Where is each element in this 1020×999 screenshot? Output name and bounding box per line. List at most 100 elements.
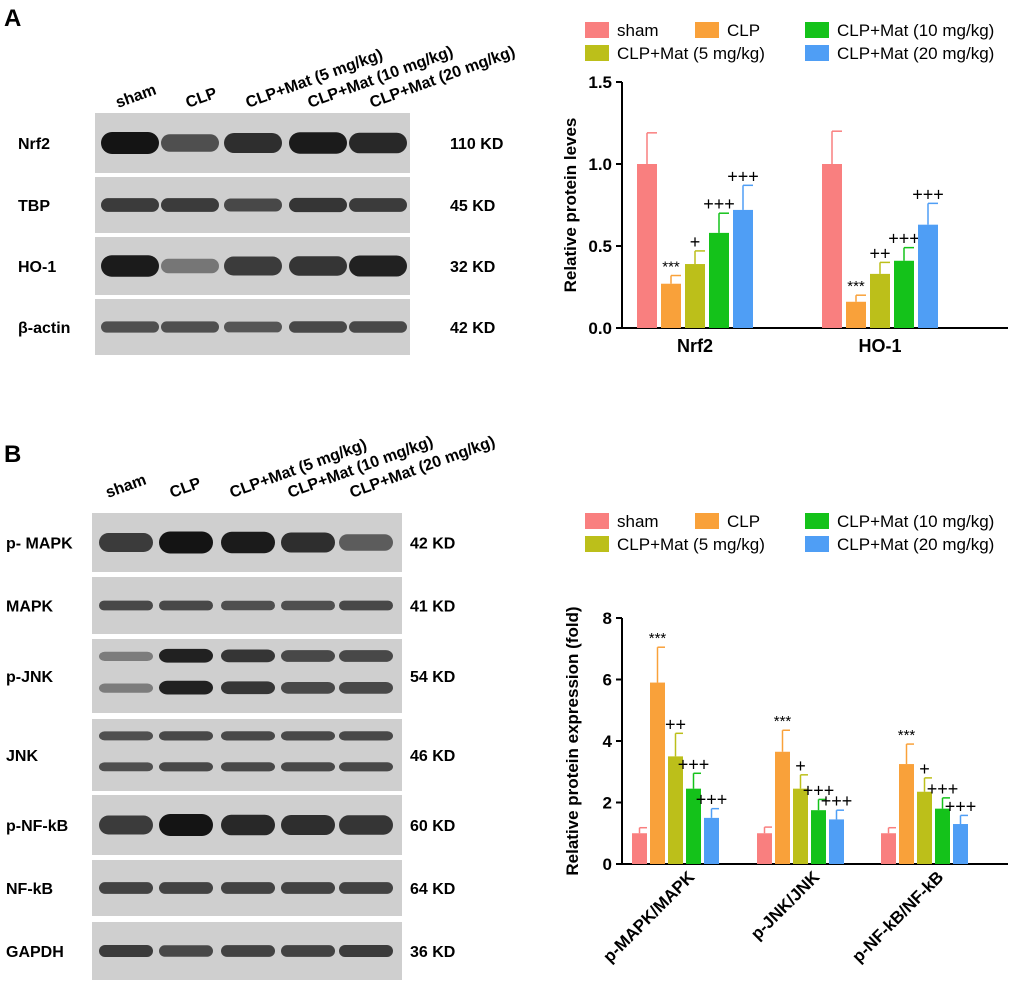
lane-label: sham bbox=[104, 471, 149, 501]
legend-swatch bbox=[695, 513, 719, 529]
significance-label: + bbox=[690, 232, 701, 252]
significance-label: +++ bbox=[945, 796, 977, 816]
protein-band bbox=[221, 531, 275, 554]
molecular-weight: 45 KD bbox=[450, 198, 495, 215]
y-tick-label: 0.0 bbox=[588, 319, 612, 338]
protein-band bbox=[224, 256, 282, 276]
legend-swatch bbox=[585, 536, 609, 552]
molecular-weight: 32 KD bbox=[450, 259, 495, 276]
bar bbox=[637, 164, 657, 328]
protein-band bbox=[289, 132, 347, 154]
protein-name: GAPDH bbox=[6, 944, 64, 961]
protein-name: TBP bbox=[18, 198, 50, 215]
protein-band bbox=[99, 532, 153, 553]
protein-name: p- MAPK bbox=[6, 536, 73, 553]
molecular-weight: 54 KD bbox=[410, 669, 455, 686]
protein-band bbox=[221, 600, 275, 611]
protein-band bbox=[161, 198, 219, 212]
protein-band bbox=[101, 321, 159, 333]
y-tick-label: 4 bbox=[603, 732, 613, 751]
protein-band bbox=[349, 255, 407, 277]
bar bbox=[668, 756, 683, 864]
protein-band bbox=[159, 600, 213, 611]
legend-label: CLP+Mat (10 mg/kg) bbox=[837, 512, 994, 531]
protein-band bbox=[339, 815, 393, 835]
molecular-weight: 42 KD bbox=[450, 320, 495, 337]
significance-label: +++ bbox=[927, 779, 959, 799]
molecular-weight: 64 KD bbox=[410, 881, 455, 898]
bar bbox=[793, 788, 808, 864]
protein-band bbox=[281, 731, 335, 741]
protein-band bbox=[339, 762, 393, 772]
y-tick-label: 1.0 bbox=[588, 155, 612, 174]
protein-band bbox=[101, 132, 159, 154]
bar-chart-2: sham CLP CLP+Mat (10 mg/kg) CLP+Mat (5 mg/k… bbox=[563, 512, 1008, 966]
protein-band bbox=[161, 258, 219, 274]
protein-band bbox=[99, 882, 153, 894]
bar bbox=[846, 301, 866, 328]
protein-band bbox=[224, 198, 282, 212]
protein-band bbox=[281, 650, 335, 662]
protein-band bbox=[281, 814, 335, 836]
protein-band bbox=[159, 680, 213, 695]
significance-label: *** bbox=[649, 630, 667, 647]
y-tick-label: 6 bbox=[603, 671, 612, 690]
protein-band bbox=[99, 762, 153, 772]
bar bbox=[829, 819, 844, 864]
y-tick-label: 0.5 bbox=[588, 237, 612, 256]
y-tick-label: 1.5 bbox=[588, 73, 612, 92]
protein-band bbox=[349, 198, 407, 212]
molecular-weight: 36 KD bbox=[410, 944, 455, 961]
bar bbox=[935, 808, 950, 864]
legend-label: CLP+Mat (20 mg/kg) bbox=[837, 535, 994, 554]
panel-letter: B bbox=[4, 441, 21, 468]
category-label: Nrf2 bbox=[677, 336, 713, 356]
legend-label: sham bbox=[617, 512, 659, 531]
protein-band bbox=[161, 134, 219, 152]
legend-swatch bbox=[585, 22, 609, 38]
bar bbox=[918, 224, 938, 328]
molecular-weight: 60 KD bbox=[410, 818, 455, 835]
legend-label: sham bbox=[617, 21, 659, 40]
protein-band bbox=[339, 731, 393, 741]
significance-label: + bbox=[795, 756, 806, 776]
significance-label: +++ bbox=[912, 184, 944, 204]
significance-label: *** bbox=[662, 259, 680, 276]
category-label: p-NF-kB/NF-kB bbox=[848, 867, 947, 966]
y-tick-label: 0 bbox=[603, 855, 612, 874]
protein-band bbox=[159, 814, 213, 836]
blot-row: p-NF-kB 60 KD bbox=[6, 795, 455, 855]
y-axis-label: Relative protein leves bbox=[561, 118, 580, 293]
bar bbox=[757, 833, 772, 864]
protein-band bbox=[289, 256, 347, 276]
bar bbox=[899, 764, 914, 864]
significance-label: +++ bbox=[821, 791, 853, 811]
protein-band bbox=[339, 600, 393, 611]
bar bbox=[650, 682, 665, 864]
legend-label: CLP bbox=[727, 512, 760, 531]
protein-name: p-NF-kB bbox=[6, 818, 68, 835]
bar bbox=[881, 833, 896, 864]
significance-label: *** bbox=[898, 727, 916, 744]
protein-band bbox=[224, 132, 282, 154]
protein-band bbox=[281, 945, 335, 957]
y-axis-label: Relative protein expression (fold) bbox=[563, 606, 582, 875]
protein-band bbox=[339, 650, 393, 662]
protein-band bbox=[99, 944, 153, 958]
protein-name: JNK bbox=[6, 748, 38, 765]
legend-label: CLP+Mat (5 mg/kg) bbox=[617, 44, 765, 63]
blot-row: NF-kB 64 KD bbox=[6, 860, 455, 916]
protein-band bbox=[99, 683, 153, 693]
molecular-weight: 110 KD bbox=[450, 136, 503, 153]
blot-row: GAPDH 36 KD bbox=[6, 922, 455, 980]
blot-membrane bbox=[92, 719, 402, 791]
significance-label: +++ bbox=[803, 780, 835, 800]
bar bbox=[733, 209, 753, 328]
protein-band bbox=[221, 681, 275, 695]
bar bbox=[811, 810, 826, 864]
protein-band bbox=[161, 321, 219, 333]
bar bbox=[822, 164, 842, 328]
significance-label: ++ bbox=[869, 243, 890, 263]
